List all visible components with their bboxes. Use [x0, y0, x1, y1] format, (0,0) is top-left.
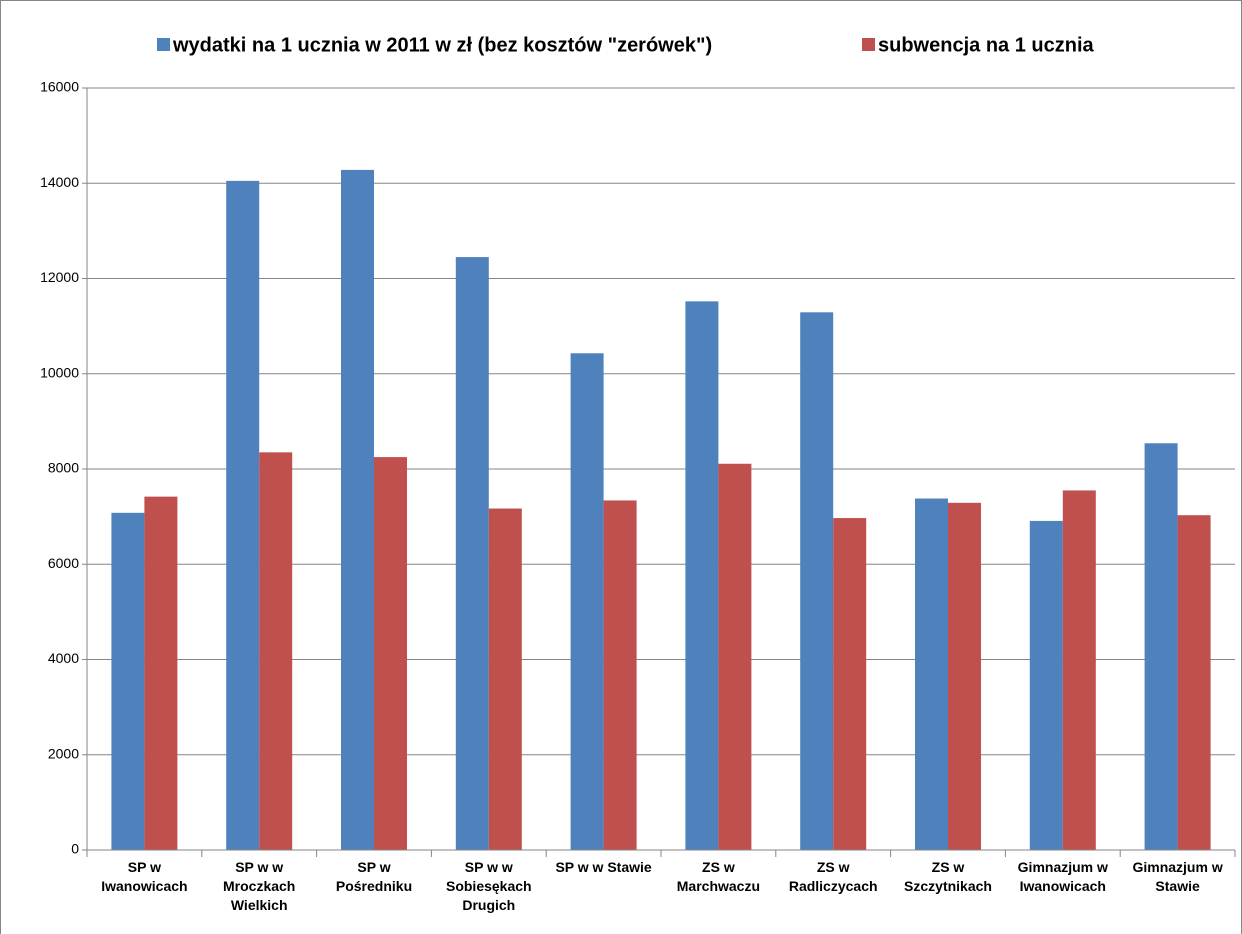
- x-tick-label: SP w w Stawie: [555, 859, 652, 875]
- bar: [341, 169, 374, 851]
- x-tick-label: Gimnazjum w Stawie: [1132, 859, 1223, 894]
- bar: [603, 500, 637, 850]
- bar: [144, 496, 178, 850]
- bar: [1062, 490, 1096, 850]
- bar: [800, 312, 834, 851]
- bar: [685, 301, 719, 850]
- y-tick-label: 14000: [40, 174, 79, 190]
- legend-label: wydatki na 1 ucznia w 2011 w zł (bez kos…: [172, 34, 712, 56]
- x-tick-label: SP w w Sobiesękach Drugich: [445, 859, 532, 913]
- x-tick-label: ZS w Radliczycach: [788, 859, 878, 894]
- bar: [1177, 515, 1211, 850]
- bar: [455, 257, 489, 851]
- y-tick-label: 8000: [48, 460, 79, 476]
- x-tick-label: Gimnazjum w Iwanowicach: [1017, 859, 1108, 894]
- legend-swatch: [157, 38, 170, 51]
- y-tick-label: 0: [71, 841, 79, 857]
- y-tick-label: 12000: [40, 269, 79, 285]
- bar: [374, 457, 407, 850]
- x-tick-label: SP w Pośredniku: [335, 859, 413, 894]
- bar: [226, 180, 260, 850]
- bar: [488, 508, 522, 850]
- bar: [833, 518, 867, 850]
- legend-label: subwencja na 1 ucznia: [878, 34, 1095, 56]
- y-tick-label: 16000: [40, 79, 79, 95]
- bar: [915, 498, 948, 850]
- x-tick-label: SP w w Mroczkach Wielkich: [223, 859, 296, 913]
- bar: [718, 463, 752, 850]
- y-tick-label: 2000: [48, 745, 79, 761]
- y-tick-label: 10000: [40, 364, 79, 380]
- bar: [948, 502, 981, 850]
- bar: [111, 512, 145, 850]
- x-tick-label: ZS w Szczytnikach: [904, 859, 992, 894]
- bar: [570, 353, 604, 850]
- y-tick-label: 4000: [48, 650, 79, 666]
- legend-swatch: [862, 38, 875, 51]
- x-tick-label: SP w Iwanowicach: [101, 859, 188, 894]
- bar: [1029, 520, 1063, 850]
- bar: [259, 452, 293, 850]
- y-tick-label: 6000: [48, 555, 79, 571]
- x-tick-label: ZS w Marchwaczu: [676, 859, 761, 894]
- bar: [1144, 443, 1178, 850]
